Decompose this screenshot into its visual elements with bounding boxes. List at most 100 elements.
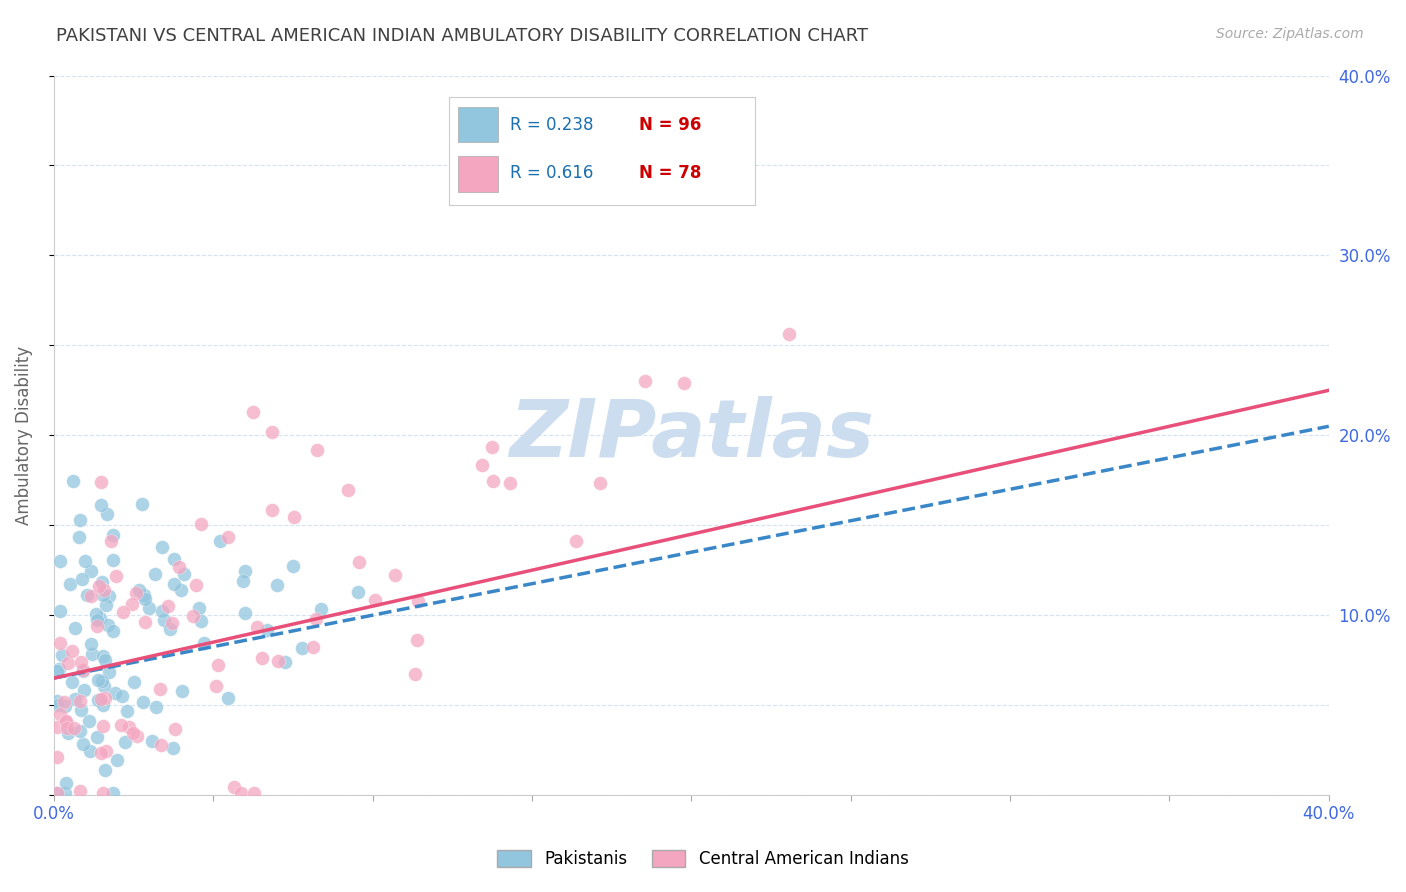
Point (48, 662, 70, 676)
Point (80, 590, 103, 604)
Point (69, 513, 91, 527)
Point (76, 588, 98, 602)
Point (69, 784, 91, 798)
Point (163, 552, 186, 566)
Point (115, 704, 138, 718)
Point (169, 583, 191, 598)
Point (208, 534, 231, 549)
Point (79, 744, 101, 758)
Point (69, 723, 91, 738)
Point (101, 624, 124, 638)
Point (93, 582, 115, 597)
Point (46, 698, 69, 712)
Point (121, 597, 143, 611)
Point (565, 534, 588, 549)
Point (94, 764, 117, 778)
Point (80, 648, 103, 662)
Point (187, 601, 209, 615)
Point (89, 611, 111, 625)
Point (63, 691, 86, 706)
Point (406, 594, 429, 608)
Point (149, 682, 172, 697)
Point (91, 698, 114, 712)
Y-axis label: Ambulatory Disability: Ambulatory Disability (15, 346, 32, 524)
Point (242, 786, 264, 800)
Point (98, 665, 121, 679)
Point (46, 786, 69, 800)
Point (70, 655, 93, 669)
Point (86, 619, 108, 633)
Point (283, 509, 305, 524)
Point (205, 679, 228, 693)
Point (217, 531, 239, 545)
Point (49, 636, 72, 650)
Point (51, 648, 73, 663)
Point (46, 664, 69, 678)
Point (104, 686, 127, 700)
Point (127, 729, 149, 743)
Point (87, 579, 110, 593)
Point (75, 553, 97, 567)
Point (101, 786, 124, 800)
Point (77, 714, 100, 728)
Point (55, 715, 77, 730)
Point (162, 740, 184, 755)
Point (232, 574, 254, 589)
Point (63, 621, 86, 635)
Point (96, 508, 118, 522)
Point (53, 698, 76, 713)
Point (49, 554, 72, 568)
Point (94, 744, 117, 758)
Point (111, 605, 134, 619)
Point (150, 604, 173, 618)
Point (302, 640, 325, 654)
Point (90, 475, 112, 489)
Point (167, 560, 190, 574)
Point (160, 616, 183, 631)
Point (48, 707, 70, 722)
Point (157, 599, 180, 614)
Point (274, 655, 297, 669)
Point (163, 722, 186, 736)
Point (114, 734, 136, 748)
Point (159, 622, 181, 636)
Point (405, 633, 427, 648)
Point (262, 425, 284, 440)
Point (80, 564, 103, 578)
Point (309, 601, 332, 615)
Point (58, 726, 80, 740)
Point (134, 615, 156, 629)
Point (673, 376, 696, 390)
Point (153, 613, 176, 627)
Point (235, 607, 257, 621)
Point (55, 776, 77, 790)
Text: PAKISTANI VS CENTRAL AMERICAN INDIAN AMBULATORY DISABILITY CORRELATION CHART: PAKISTANI VS CENTRAL AMERICAN INDIAN AMB… (56, 27, 869, 45)
Point (481, 440, 503, 454)
Point (84, 607, 107, 621)
Point (94, 653, 117, 667)
Point (634, 374, 657, 388)
Point (105, 753, 128, 767)
Point (124, 586, 146, 600)
Point (72, 572, 94, 586)
Point (141, 734, 163, 748)
Point (94, 598, 117, 612)
Point (181, 609, 204, 624)
Point (499, 476, 522, 491)
Point (242, 405, 264, 419)
Point (62, 721, 84, 735)
Point (256, 623, 278, 637)
Text: Source: ZipAtlas.com: Source: ZipAtlas.com (1216, 27, 1364, 41)
Point (190, 516, 212, 531)
Point (55, 714, 77, 728)
Point (94, 690, 117, 705)
Point (70, 703, 93, 717)
Point (336, 483, 359, 498)
Point (101, 553, 124, 567)
Point (222, 780, 245, 795)
Point (252, 651, 274, 665)
Point (150, 738, 173, 752)
Point (53, 786, 76, 800)
Point (60, 643, 83, 657)
Point (589, 476, 612, 491)
